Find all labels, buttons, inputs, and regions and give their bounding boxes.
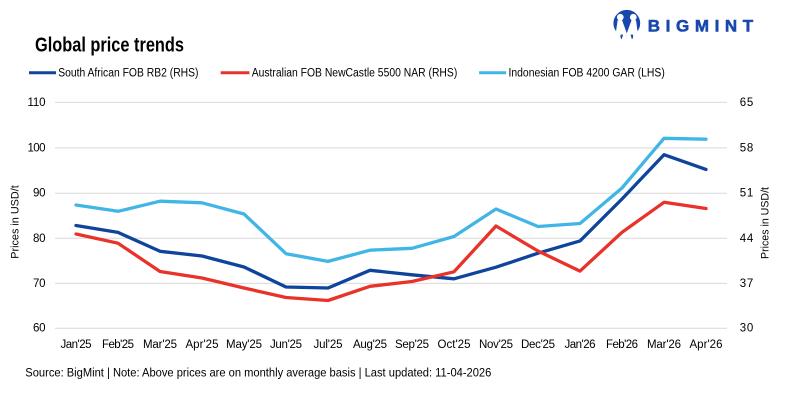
svg-text:Sep'25: Sep'25 (395, 339, 429, 351)
svg-text:Jun'25: Jun'25 (270, 339, 302, 351)
svg-text:Feb'26: Feb'26 (606, 339, 638, 351)
svg-text:Indonesian FOB 4200 GAR (LHS): Indonesian FOB 4200 GAR (LHS) (509, 68, 665, 80)
svg-text:51: 51 (740, 188, 754, 200)
svg-text:60: 60 (33, 323, 46, 335)
svg-text:Aug'25: Aug'25 (353, 339, 387, 351)
svg-text:30: 30 (740, 323, 754, 335)
svg-text:70: 70 (33, 278, 46, 290)
svg-text:Nov'25: Nov'25 (479, 339, 513, 351)
svg-text:Global price trends: Global price trends (35, 35, 184, 57)
svg-text:Jul'25: Jul'25 (314, 339, 343, 351)
svg-text:110: 110 (28, 97, 46, 109)
svg-text:58: 58 (740, 142, 754, 154)
svg-text:Feb'25: Feb'25 (102, 339, 134, 351)
svg-text:BIGMINT: BIGMINT (648, 17, 759, 36)
svg-text:Mar'26: Mar'26 (647, 339, 681, 351)
svg-text:44: 44 (740, 233, 754, 245)
svg-text:Source: BigMint | Note: Above: Source: BigMint | Note: Above prices are… (25, 366, 491, 380)
svg-text:90: 90 (33, 188, 46, 200)
svg-text:37: 37 (740, 278, 754, 290)
svg-text:Mar'25: Mar'25 (143, 339, 177, 351)
svg-text:May'25: May'25 (226, 339, 262, 351)
svg-text:Prices in USD/t: Prices in USD/t (760, 187, 772, 259)
svg-text:Jan'26: Jan'26 (565, 339, 596, 351)
svg-text:Prices in USD/t: Prices in USD/t (10, 185, 22, 259)
svg-text:Dec'25: Dec'25 (521, 339, 555, 351)
svg-text:Jan'25: Jan'25 (61, 339, 92, 351)
svg-text:Australian FOB NewCastle 5500: Australian FOB NewCastle 5500 NAR (RHS) (252, 68, 458, 80)
svg-text:Oct'25: Oct'25 (438, 339, 471, 351)
svg-text:Apr'26: Apr'26 (690, 339, 723, 351)
svg-text:80: 80 (33, 233, 46, 245)
svg-text:100: 100 (28, 142, 46, 154)
svg-text:South African FOB RB2 (RHS): South African FOB RB2 (RHS) (58, 68, 198, 80)
svg-text:Apr'25: Apr'25 (186, 339, 219, 351)
svg-text:65: 65 (740, 97, 754, 109)
